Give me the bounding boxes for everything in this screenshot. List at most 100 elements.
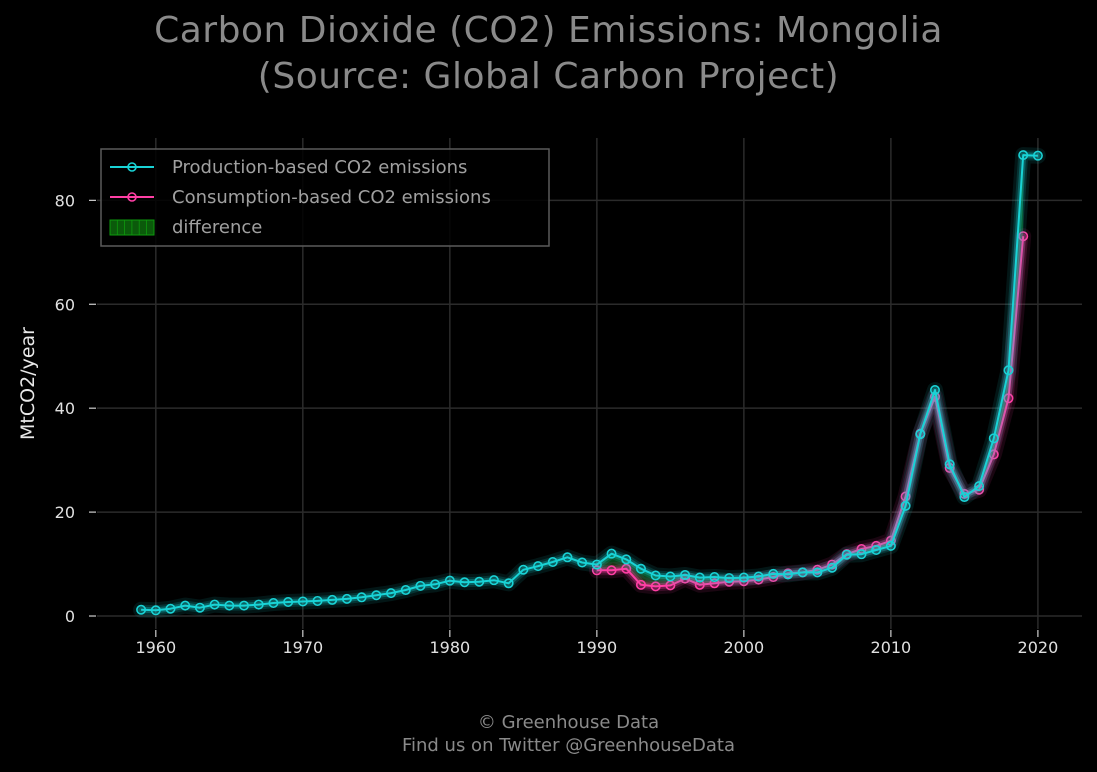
production-point: [488, 575, 499, 586]
production-point: [650, 570, 661, 581]
legend-marker: [127, 162, 137, 172]
consumption-point: [753, 574, 764, 585]
x-tick-label: 1990: [576, 638, 617, 657]
production-point: [327, 594, 338, 605]
production-point: [680, 569, 691, 580]
production-point: [562, 552, 573, 563]
consumption-glow: [593, 233, 1027, 590]
production-point: [621, 554, 632, 565]
legend-marker: [127, 192, 137, 202]
production-point: [297, 596, 308, 607]
y-axis-label: MtCO2/year: [17, 327, 39, 440]
x-tick-label: 2020: [1018, 638, 1059, 657]
production-point: [812, 567, 823, 578]
y-axis-ticks: 0 20 40 60 80: [55, 191, 96, 626]
production-point: [709, 572, 720, 583]
production-point: [606, 548, 617, 559]
production-point: [444, 575, 455, 586]
production-point: [1032, 150, 1043, 161]
y-tick-label: 20: [55, 503, 75, 522]
production-point: [180, 600, 191, 611]
grid-lines: [97, 138, 1082, 629]
production-point: [312, 595, 323, 606]
consumption-point: [900, 491, 911, 502]
production-point: [356, 592, 367, 603]
production-point: [136, 604, 147, 615]
production-point: [268, 598, 279, 609]
consumption-point: [606, 565, 617, 576]
production-point: [1003, 365, 1014, 376]
production-point: [224, 600, 235, 611]
production-point: [988, 433, 999, 444]
consumption-glow: [591, 231, 1029, 592]
production-point: [944, 459, 955, 470]
production-point: [856, 549, 867, 560]
production-point: [753, 571, 764, 582]
production-point: [371, 590, 382, 601]
production-point: [959, 492, 970, 503]
consumption-point: [1003, 393, 1014, 404]
x-tick-label: 1960: [135, 638, 176, 657]
production-point: [209, 599, 220, 610]
consumption-point: [650, 581, 661, 592]
production-point: [591, 559, 602, 570]
y-tick-label: 40: [55, 399, 75, 418]
consumption-point: [768, 572, 779, 583]
consumption-point: [591, 565, 602, 576]
x-tick-label: 1970: [282, 638, 323, 657]
production-point: [400, 585, 411, 596]
consumption-point: [635, 579, 646, 590]
x-tick-label: 1980: [429, 638, 470, 657]
legend-box: [100, 148, 550, 247]
y-tick-label: 80: [55, 191, 75, 210]
x-axis-ticks: 1960 1970 1980 1990 2000 2010 2020: [135, 630, 1058, 657]
production-point: [768, 568, 779, 579]
production-point: [503, 578, 514, 589]
production-point: [415, 580, 426, 591]
chart-subtitle: (Source: Global Carbon Project): [257, 56, 840, 97]
consumption-point: [1018, 231, 1029, 242]
production-point: [1018, 150, 1029, 161]
production-point: [165, 603, 176, 614]
footer-copyright: © Greenhouse Data: [477, 712, 660, 733]
production-point: [694, 572, 705, 583]
production-point: [150, 605, 161, 616]
production-point: [239, 600, 250, 611]
production-point: [459, 577, 470, 588]
production-point: [474, 576, 485, 587]
y-tick-label: 60: [55, 295, 75, 314]
consumption-series: [588, 228, 1032, 595]
production-point: [900, 500, 911, 511]
production-point: [738, 572, 749, 583]
production-point: [577, 557, 588, 568]
legend-label: difference: [172, 217, 262, 238]
production-point: [665, 571, 676, 582]
footer-twitter: Find us on Twitter @GreenhouseData: [401, 735, 736, 756]
production-point: [929, 384, 940, 395]
difference-area: [596, 155, 1024, 587]
legend-label: Consumption-based CO2 emissions: [172, 187, 491, 208]
consumption-glow: [588, 228, 1032, 595]
x-tick-label: 2010: [871, 638, 912, 657]
production-point: [253, 599, 264, 610]
legend-label: Production-based CO2 emissions: [172, 157, 467, 178]
production-point: [974, 481, 985, 492]
legend: Production-based CO2 emissions Consumptio…: [100, 148, 550, 247]
y-tick-label: 0: [65, 607, 75, 626]
production-point: [386, 588, 397, 599]
production-point: [841, 549, 852, 560]
production-point: [341, 593, 352, 604]
production-point: [724, 573, 735, 584]
consumption-point: [621, 563, 632, 574]
production-point: [827, 562, 838, 573]
production-point: [635, 563, 646, 574]
production-point: [194, 602, 205, 613]
production-point: [533, 561, 544, 572]
production-point: [871, 545, 882, 556]
production-point: [915, 429, 926, 440]
x-tick-label: 2000: [724, 638, 765, 657]
consumption-point: [694, 579, 705, 590]
production-point: [518, 564, 529, 575]
